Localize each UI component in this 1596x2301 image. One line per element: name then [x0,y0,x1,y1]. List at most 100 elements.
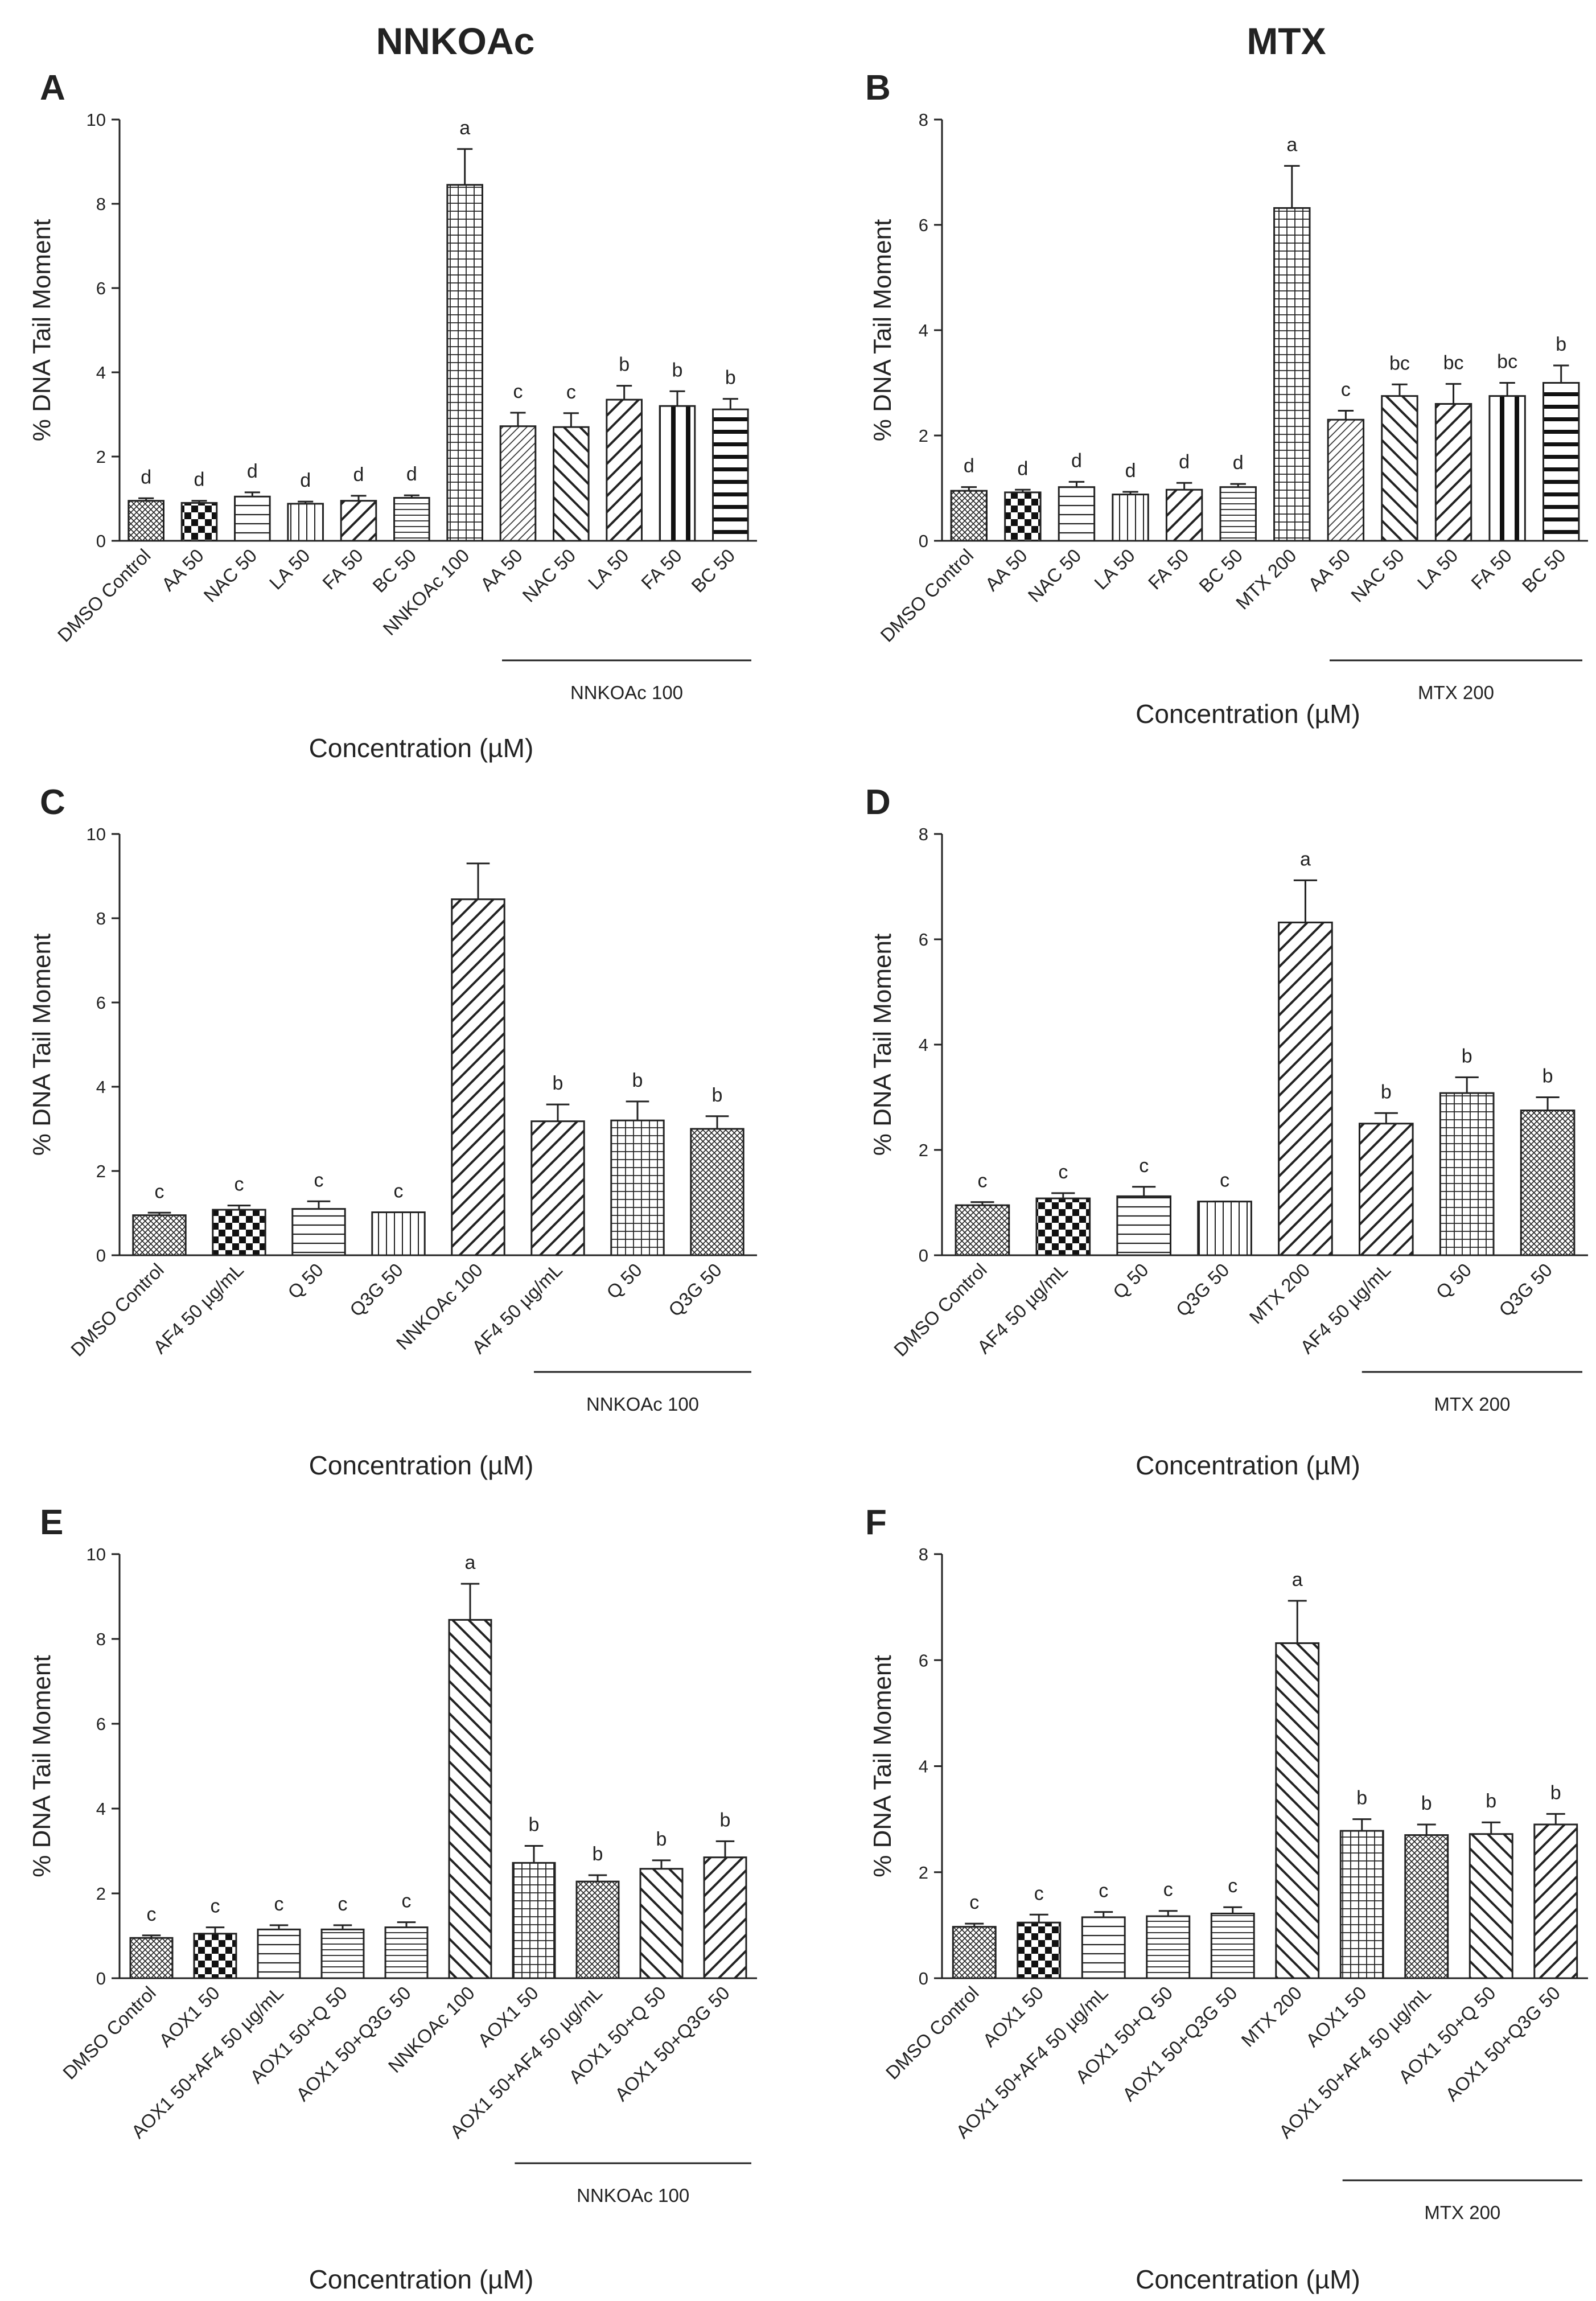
bar [1058,486,1096,542]
significance-letter: c [566,381,576,403]
category-label: BC 50 [1195,545,1247,597]
column-title-mtx: MTX [1247,20,1326,62]
significance-letter: c [211,1896,220,1917]
category-label: FA 50 [637,545,686,594]
significance-letter: d [194,469,205,491]
bar [712,408,749,542]
x-axis-label: Concentration (µM) [1136,699,1360,729]
category-label: FA 50 [318,545,367,594]
y-tick-label: 10 [87,1544,106,1564]
bar [1081,1916,1126,1979]
group-label: MTX 200 [1424,2202,1500,2223]
y-tick-label: 6 [96,1714,106,1734]
y-tick-label: 2 [919,1863,928,1883]
bar [1035,1197,1091,1256]
significance-letter: d [353,464,364,486]
category-label: Q3G 50 [1172,1259,1233,1321]
bar [606,398,643,542]
significance-letter: b [1421,1793,1432,1814]
y-tick-label: 0 [96,1246,106,1265]
bar [193,1933,237,1979]
significance-letter: b [725,367,736,389]
significance-letter: c [1139,1155,1149,1177]
significance-letter: c [402,1891,412,1912]
y-tick-label: 4 [96,1799,106,1819]
significance-letter: c [155,1181,164,1202]
significance-letter: b [712,1084,723,1106]
bar [1358,1123,1414,1256]
y-tick-label: 2 [96,447,106,467]
bar [955,1204,1010,1256]
category-label: FA 50 [1467,545,1516,594]
significance-letter: d [141,466,151,488]
category-label: AOX1 50 [1302,1982,1371,2051]
bar [575,1880,620,1979]
bar [1533,1823,1578,1979]
bar [384,1926,429,1979]
bar [1488,395,1526,542]
y-tick-label: 8 [919,1544,928,1564]
significance-letter: d [1017,458,1028,479]
bar [393,497,430,542]
bar [180,502,218,542]
significance-letter: c [1220,1170,1229,1191]
significance-letter: b [1542,1066,1553,1087]
y-tick-label: 8 [919,824,928,844]
x-axis-label: Concentration (µM) [1136,2265,1360,2294]
bar [639,1868,684,1979]
group-label: NNKOAc 100 [570,682,683,703]
significance-letter: d [300,470,311,491]
y-tick-label: 2 [919,426,928,446]
y-axis-label: % DNA Tail Moment [28,219,56,441]
bar [1339,1830,1384,1979]
bar [1381,395,1418,542]
significance-letter: b [529,1814,540,1836]
y-tick-label: 10 [87,110,106,130]
significance-letter: a [465,1552,476,1573]
category-label: AA 50 [981,545,1031,595]
y-tick-label: 4 [919,321,928,340]
significance-letter: c [1163,1879,1173,1901]
category-label: LA 50 [265,545,314,594]
significance-letter: c [513,381,523,402]
bar [371,1211,426,1256]
chart-panel-f: F 0 2 4 6 8 % DNA Tail Moment c DMSO Control c AOX… [865,1503,1588,2294]
significance-letter: c [977,1170,987,1192]
significance-letter: c [1034,1883,1044,1904]
category-label: Q 50 [1432,1259,1475,1303]
group-label: MTX 200 [1418,682,1494,703]
bar [451,898,505,1256]
significance-letter: d [1071,450,1082,471]
bar [1210,1912,1255,1979]
y-tick-label: 4 [919,1035,928,1055]
significance-letter: d [964,455,974,477]
significance-letter: d [406,463,417,485]
category-label: LA 50 [1413,545,1462,594]
bar [553,426,590,542]
bar [1197,1201,1252,1256]
y-tick-label: 0 [919,1969,928,1988]
category-label: LA 50 [1090,545,1139,594]
significance-letter: c [338,1893,348,1915]
y-tick-label: 6 [919,930,928,950]
panel-label-a: A [40,68,65,108]
category-label: Q3G 50 [345,1259,407,1321]
bar [1434,403,1472,542]
y-tick-label: 4 [96,363,106,383]
y-tick-label: 4 [96,1077,106,1097]
y-tick-label: 4 [919,1757,928,1777]
y-axis-label: % DNA Tail Moment [28,1655,56,1877]
category-label: BC 50 [368,545,420,597]
bar [950,490,988,542]
bar [659,405,696,542]
category-label: BC 50 [1518,545,1570,597]
y-axis-label: % DNA Tail Moment [869,219,896,441]
bar [1275,1642,1320,1979]
bar [1542,382,1580,542]
bar [212,1209,266,1256]
significance-letter: b [1462,1045,1472,1067]
category-label: FA 50 [1144,545,1193,594]
bar [952,1926,997,1979]
significance-letter: bc [1389,352,1410,374]
